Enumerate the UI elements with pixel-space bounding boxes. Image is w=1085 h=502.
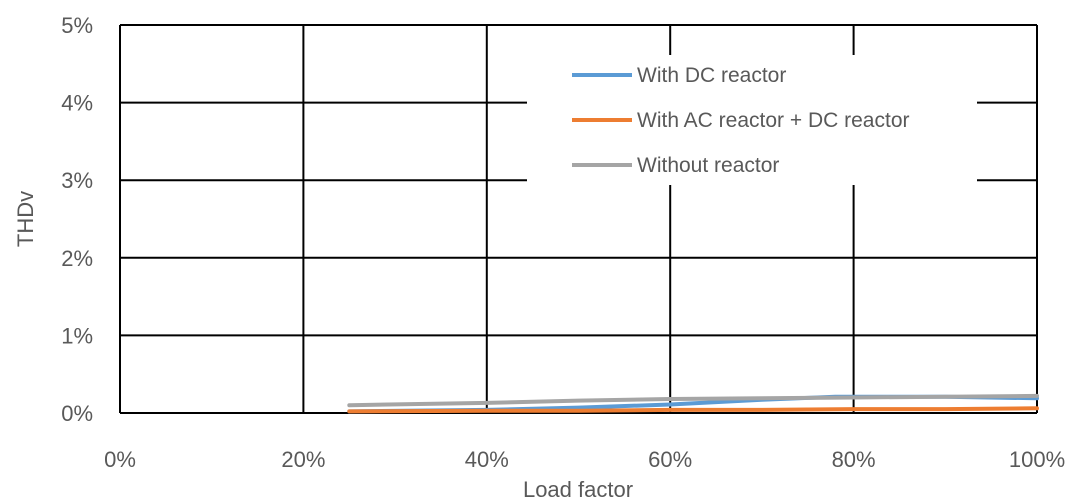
y-tick-label: 4% [61,91,93,116]
x-tick-label: 40% [465,447,509,472]
x-tick-label: 80% [832,447,876,472]
series-lines [347,393,1039,414]
y-tick-label: 5% [61,13,93,38]
x-axis-title: Load factor [523,477,633,502]
x-tick-labels: 0% 20% 40% 60% 80% 100% [104,447,1065,472]
legend-entry-label: With DC reactor [637,64,786,87]
y-tick-label: 1% [61,323,93,348]
legend-entry-label: With AC reactor + DC reactor [637,109,910,132]
y-tick-label: 2% [61,246,93,271]
x-tick-label: 0% [104,447,136,472]
legend: With DC reactor With AC reactor + DC reac… [527,55,977,185]
series-line [347,393,1039,408]
x-tick-label: 60% [648,447,692,472]
y-tick-label: 0% [61,401,93,426]
y-tick-labels: 0% 1% 2% 3% 4% 5% [61,13,93,426]
series-line [347,406,1039,414]
x-tick-label: 20% [281,447,325,472]
x-tick-label: 100% [1009,447,1065,472]
y-tick-label: 3% [61,168,93,193]
y-axis-title: THDv [13,191,38,247]
legend-entry-label: Without reactor [637,154,779,177]
